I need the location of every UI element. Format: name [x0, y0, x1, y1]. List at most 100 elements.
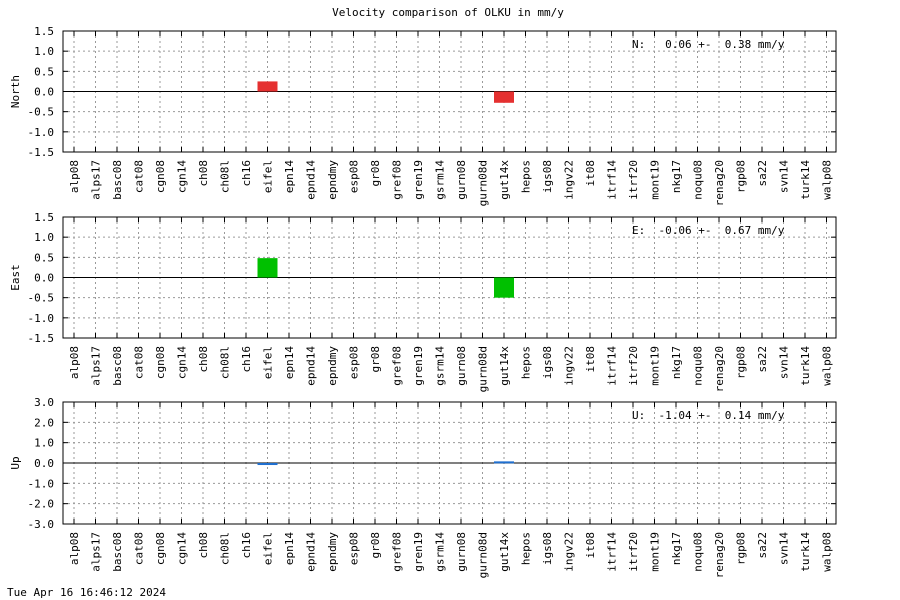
panel-east-xtick-label: ingv22 — [563, 346, 576, 386]
timestamp: Tue Apr 16 16:46:12 2024 — [7, 586, 166, 599]
panel-up-ylabel: Up — [9, 456, 22, 469]
panel-east-xtick-label: ch08 — [197, 346, 210, 373]
panel-north-xtick-label: noqu08 — [692, 160, 705, 200]
panel-up-xtick-label: noqu08 — [692, 532, 705, 572]
panel-east-xtick-label: hepos — [520, 346, 533, 379]
panel-east-xtick-label: alp08 — [68, 346, 81, 379]
panel-north-xtick-label: nkg17 — [670, 160, 683, 193]
panel-up-xtick-label: ch08l — [219, 532, 232, 565]
panel-up-annotation: U: -1.04 +- 0.14 mm/y — [632, 409, 785, 422]
panel-up-ytick-label: 2.0 — [34, 416, 54, 429]
panel-east-xtick-label: cgn14 — [176, 346, 189, 379]
panel-north-xtick-label: itrf14 — [606, 160, 619, 200]
panel-north-ytick-label: 1.5 — [34, 25, 54, 38]
panel-up-xtick-label: nkg17 — [670, 532, 683, 565]
panel-north-xtick-label: epnd14 — [305, 160, 318, 200]
panel-up-xtick-label: basc08 — [111, 532, 124, 572]
panel-up-xtick-label: sa22 — [756, 532, 769, 559]
panel-up-xtick-label: ch16 — [240, 532, 253, 559]
panel-east-xtick-label: gurn08 — [455, 346, 468, 386]
panel-east-xtick-label: esp08 — [348, 346, 361, 379]
panel-north-xtick-label: cat08 — [133, 160, 146, 193]
panel-east-frame — [62, 216, 837, 339]
panel-up-ytick-label: 1.0 — [34, 437, 54, 450]
panel-north-ytick-label: 0.5 — [34, 65, 54, 78]
panel-north-xtick-label: esp08 — [348, 160, 361, 193]
panel-east-bar-gut14x — [494, 277, 514, 298]
panel-north-ytick-label: 1.0 — [34, 45, 54, 58]
panel-up-bar-gut14x — [494, 461, 514, 464]
panel-up-xtick-label: gref08 — [391, 532, 404, 572]
panel-up-xtick-label: cat08 — [133, 532, 146, 565]
panel-up-xtick-label: alps17 — [90, 532, 103, 572]
panel-east-ytick-label: 1.5 — [34, 211, 54, 224]
panel-north-xtick-label: epndmy — [326, 160, 339, 200]
panel-north-xtick-label: walp08 — [821, 160, 834, 200]
panel-east-xtick-label: cgn08 — [154, 346, 167, 379]
panel-east-xtick-label: gurn08d — [477, 346, 490, 392]
panel-north-xtick-label: ch08l — [219, 160, 232, 193]
panel-north-xtick-label: gsrm14 — [434, 160, 447, 200]
panel-north-xtick-label: itrf20 — [627, 160, 640, 200]
panel-east-xtick-label: gren19 — [412, 346, 425, 386]
panel-north-xtick-label: gren19 — [412, 160, 425, 200]
panel-east-xtick-label: ch08l — [219, 346, 232, 379]
panel-north-bar-eifel — [257, 81, 278, 92]
panel-east-xtick-label: basc08 — [111, 346, 124, 386]
panel-east-ytick-label: 0.0 — [34, 272, 54, 285]
panel-up-xtick-label: epnd14 — [305, 532, 318, 572]
panel-east-ytick-label: 0.5 — [34, 251, 54, 264]
panel-up-xtick-label: eifel — [262, 532, 275, 565]
panel-east-xtick-label: epndmy — [326, 346, 339, 386]
panel-east-xtick-label: epnd14 — [305, 346, 318, 386]
panel-north-xtick-label: basc08 — [111, 160, 124, 200]
panel-up-xtick-label: turk14 — [799, 532, 812, 572]
panel-east-ytick-label: -1.5 — [28, 332, 55, 345]
panel-north-xtick-label: renag20 — [713, 160, 726, 206]
panel-up-xtick-label: cgn14 — [176, 532, 189, 565]
panel-up-ytick-label: 3.0 — [34, 396, 54, 409]
panel-north-xtick-label: gr08 — [369, 160, 382, 187]
panel-up-xtick-label: epn14 — [283, 532, 296, 565]
panel-north-frame — [62, 30, 837, 153]
panel-north-annotation: N: 0.06 +- 0.38 mm/y — [632, 38, 785, 51]
panel-up-xtick-label: it08 — [584, 532, 597, 559]
panel-north-xtick-label: sa22 — [756, 160, 769, 187]
panel-up-xtick-label: cgn08 — [154, 532, 167, 565]
panel-east-ylabel: East — [9, 264, 22, 291]
panel-north-xtick-label: hepos — [520, 160, 533, 193]
panel-up-xtick-label: epndmy — [326, 532, 339, 572]
panel-east-xtick-label: it08 — [584, 346, 597, 373]
panel-north-xtick-label: gurn08 — [455, 160, 468, 200]
panel-north-xtick-label: turk14 — [799, 160, 812, 200]
panel-north-ytick-label: -1.5 — [28, 146, 55, 159]
panel-up-xtick-label: walp08 — [821, 532, 834, 572]
panel-east-xtick-label: noqu08 — [692, 346, 705, 386]
panel-east-xtick-label: itrf20 — [627, 346, 640, 386]
panel-north-xtick-label: igs08 — [541, 160, 554, 193]
panel-up-ytick-label: -3.0 — [28, 518, 55, 531]
panel-north-ylabel: North — [9, 75, 22, 108]
panel-east-xtick-label: gr08 — [369, 346, 382, 373]
panel-north-xtick-label: alp08 — [68, 160, 81, 193]
panel-up-frame — [62, 401, 837, 525]
panel-east-xtick-label: turk14 — [799, 346, 812, 386]
panel-up-xtick-label: ch08 — [197, 532, 210, 559]
panel-up-xtick-label: svn14 — [778, 532, 791, 565]
panel-north-ytick-label: -1.0 — [28, 126, 55, 139]
panel-up-ytick-label: 0.0 — [34, 457, 54, 470]
panel-east-xtick-label: epn14 — [283, 346, 296, 379]
panel-north-xtick-label: svn14 — [778, 160, 791, 193]
panel-east-ytick-label: 1.0 — [34, 231, 54, 244]
panel-up-xtick-label: gr08 — [369, 532, 382, 559]
chart-title: Velocity comparison of OLKU in mm/y — [332, 6, 564, 19]
panel-north-xtick-label: ch16 — [240, 160, 253, 187]
panel-east-xtick-label: gut14x — [498, 346, 511, 386]
panel-east-annotation: E: -0.06 +- 0.67 mm/y — [632, 224, 785, 237]
panel-up-xtick-label: esp08 — [348, 532, 361, 565]
panel-east-xtick-label: alps17 — [90, 346, 103, 386]
panel-up-xtick-label: rgp08 — [735, 532, 748, 565]
panel-north-xtick-label: mont19 — [649, 160, 662, 200]
panel-north-xtick-label: alps17 — [90, 160, 103, 200]
panel-up-xtick-label: igs08 — [541, 532, 554, 565]
